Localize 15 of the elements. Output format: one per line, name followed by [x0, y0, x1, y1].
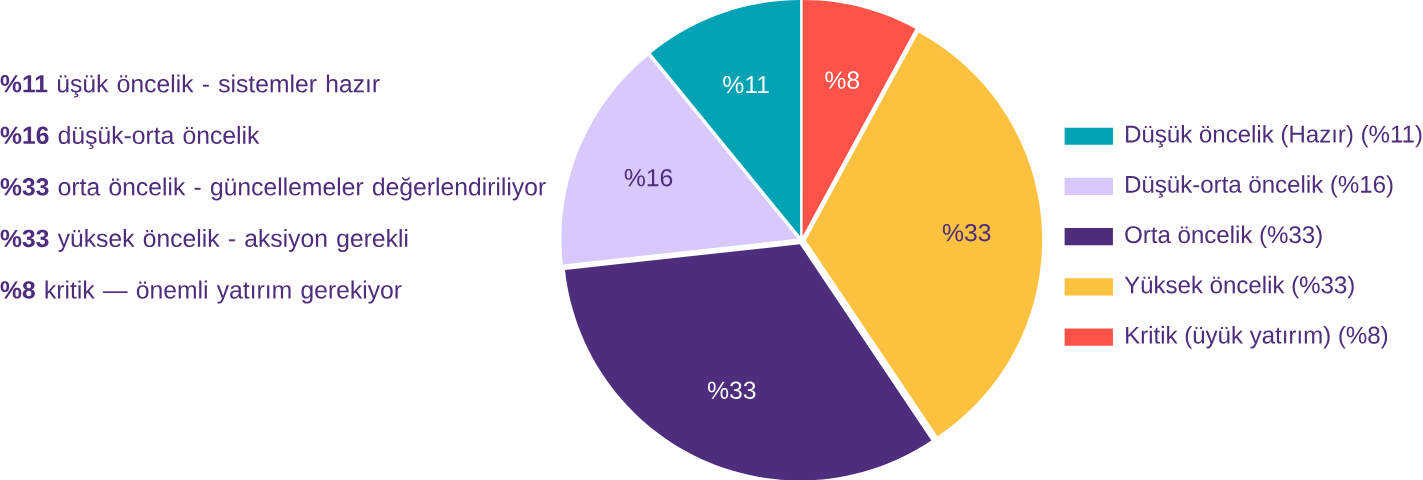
text: %8 kritik — önemli yatırım gerekiyor [0, 280, 402, 304]
text: %11 üşük öncelik - sistemler hazır [0, 74, 380, 98]
data-label: %33 [942, 223, 991, 242]
legend-label: Düşük öncelik (Hazır) (%11) [1126, 124, 1422, 148]
data-label: %8 [825, 71, 860, 89]
legend-label: Yüksek öncelik (%33) [1124, 275, 1354, 298]
text: %33 yüksek öncelik - aksiyon gerekli [0, 228, 408, 252]
data-label: %33 [708, 381, 756, 399]
text: %33 orta öncelik - güncellemeler değerlendiriliyor [0, 176, 546, 201]
text: %16 düşük-orta öncelik [0, 125, 260, 149]
legend-label: Orta öncelik (%33) [1125, 225, 1322, 248]
legend-label: Kritik (üyük yatırım) (%8) [1126, 325, 1388, 349]
legend-label: Düşük-orta öncelik (%16) [1126, 175, 1393, 198]
data-label: %16 [624, 168, 673, 187]
data-label: %11 [723, 75, 769, 94]
